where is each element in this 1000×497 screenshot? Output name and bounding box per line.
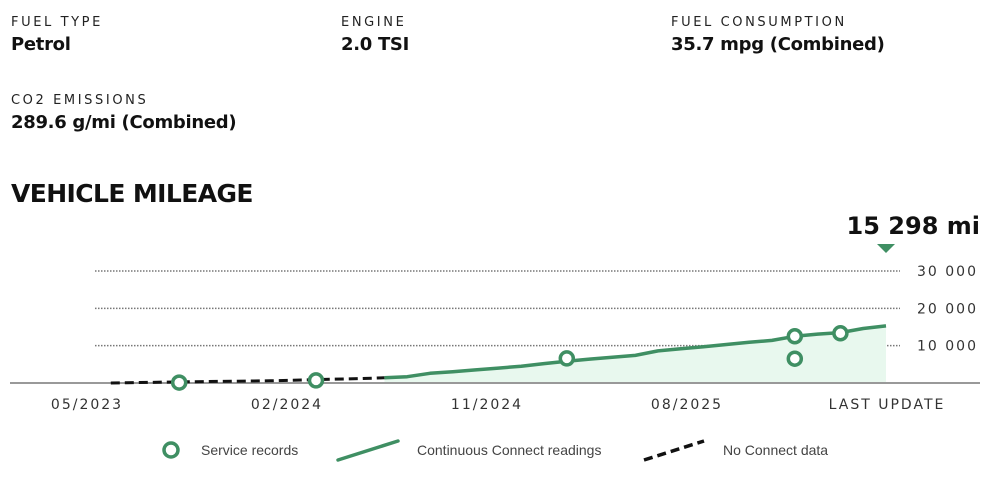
spec-engine: ENGINE 2.0 TSI — [341, 15, 409, 57]
service-record-point — [786, 328, 804, 345]
y-tick-label: 10 000 — [917, 339, 978, 355]
y-tick-label: 20 000 — [917, 301, 978, 317]
spec-value: 35.7 mpg (Combined) — [671, 34, 885, 55]
x-tick-label: 08/2025 — [651, 397, 723, 413]
service-record-point — [786, 350, 804, 367]
circle-marker-icon — [162, 441, 180, 459]
spec-co2-emissions: CO2 EMISSIONS 289.6 g/mi (Combined) — [11, 93, 237, 135]
spec-value: 2.0 TSI — [341, 34, 409, 55]
spec-label: FUEL CONSUMPTION — [671, 15, 847, 30]
spec-fuel-consumption: FUEL CONSUMPTION 35.7 mpg (Combined) — [671, 15, 885, 57]
spec-value: Petrol — [11, 34, 71, 55]
legend-label: No Connect data — [723, 442, 829, 458]
x-tick-label: LAST UPDATE — [829, 397, 946, 413]
x-tick-label: 05/2023 — [51, 397, 123, 413]
current-pointer-icon — [877, 244, 895, 253]
y-tick-label: 30 000 — [917, 264, 978, 280]
section-title: VEHICLE MILEAGE — [11, 179, 253, 208]
spec-value: 289.6 g/mi (Combined) — [11, 112, 237, 133]
x-tick-label: 11/2024 — [451, 397, 523, 413]
x-tick-label: 02/2024 — [251, 397, 323, 413]
legend-item-service-records: Service records — [160, 436, 320, 466]
legend-item-connect-readings: Continuous Connect readings — [336, 436, 626, 466]
current-mileage-label: 15 298 mi — [847, 212, 980, 240]
service-record-point — [558, 350, 576, 367]
legend-item-no-connect: No Connect data — [642, 436, 862, 466]
spec-label: CO2 EMISSIONS — [11, 93, 149, 108]
line-marker-icon — [336, 439, 400, 462]
legend-label: Service records — [201, 442, 299, 458]
service-record-point — [307, 372, 325, 389]
service-record-point — [832, 325, 849, 342]
spec-fuel-type: FUEL TYPE Petrol — [11, 15, 103, 57]
spec-label: ENGINE — [341, 15, 407, 30]
service-record-point — [170, 374, 188, 391]
legend-label: Continuous Connect readings — [417, 442, 602, 458]
no-connect-line — [110, 376, 385, 385]
spec-label: FUEL TYPE — [11, 15, 103, 30]
dashed-marker-icon — [643, 439, 705, 462]
chart-legend: Service records Continuous Connect readi… — [0, 436, 1000, 466]
mileage-chart: 10 000 20 000 30 000 05/2023 02/2024 11/2024 0… — [10, 212, 980, 413]
